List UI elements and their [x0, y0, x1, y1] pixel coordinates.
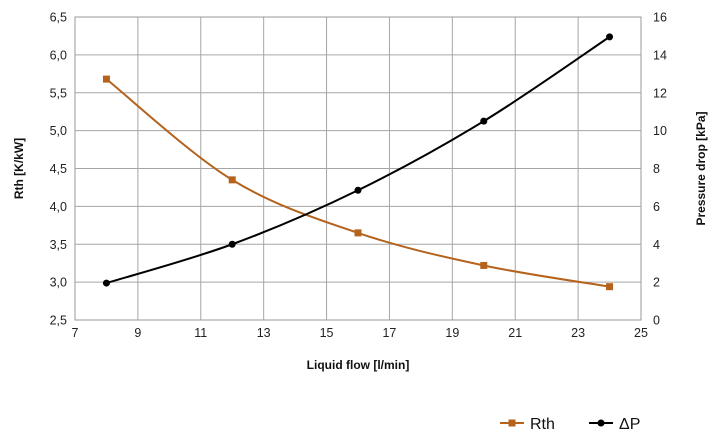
- series-dp-point: [480, 117, 488, 125]
- x-tick-label: 21: [508, 326, 522, 340]
- x-tick-label: 13: [257, 326, 271, 340]
- y-left-axis-title: Rth [K/kW]: [12, 138, 26, 199]
- series-rth-line: [105, 78, 610, 288]
- x-tick-label: 17: [382, 326, 396, 340]
- series-rth-point: [354, 229, 362, 237]
- series-dp-point: [228, 240, 236, 248]
- y-left-tick-label: 6,5: [50, 11, 67, 25]
- x-tick-labels: 7 9 11 13 15 17 19 21 23 25: [72, 326, 648, 340]
- y-left-tick-label: 4,5: [50, 162, 67, 176]
- y-right-tick-label: 10: [653, 124, 667, 138]
- x-tick-label: 9: [134, 326, 141, 340]
- legend: Rth ΔP: [500, 416, 640, 433]
- series-dp-line: [106, 36, 611, 285]
- y-right-axis-title: Pressure drop [kPa]: [694, 111, 708, 225]
- x-tick-label: 23: [571, 326, 585, 340]
- legend-item-dp: ΔP: [589, 416, 640, 433]
- y-left-tick-label: 3,0: [50, 276, 67, 290]
- x-tick-label: 11: [194, 326, 207, 340]
- plot-frame: [74, 16, 642, 321]
- y-right-tick-label: 2: [653, 276, 660, 290]
- y-left-tick-labels: 2,5 3,0 3,5 4,0 4,5 5,0 5,5 6,0 6,5: [50, 11, 67, 328]
- legend-rth-marker: [508, 419, 516, 427]
- y-right-tick-label: 16: [653, 11, 667, 25]
- y-left-tick-label: 6,0: [50, 48, 67, 62]
- series-dp: [102, 33, 614, 287]
- y-right-tick-label: 6: [653, 200, 660, 214]
- y-right-tick-label: 12: [653, 86, 667, 100]
- grid: [74, 16, 642, 321]
- y-right-tick-label: 0: [653, 314, 660, 328]
- y-right-tick-label: 8: [653, 162, 660, 176]
- x-tick-label: 15: [320, 326, 334, 340]
- series-rth-point: [102, 75, 110, 83]
- x-tick-label: 25: [634, 326, 648, 340]
- y-left-tick-label: 5,5: [50, 86, 67, 100]
- series-rth-point: [606, 283, 614, 291]
- x-tick-label: 7: [72, 326, 79, 340]
- series-dp-point: [102, 279, 110, 287]
- series-dp-point: [354, 186, 362, 194]
- x-tick-label: 19: [445, 326, 459, 340]
- x-axis-title: Liquid flow [l/min]: [307, 358, 410, 372]
- y-left-tick-label: 5,0: [50, 124, 67, 138]
- legend-dp-label: ΔP: [619, 416, 640, 433]
- y-left-tick-label: 3,5: [50, 238, 67, 252]
- y-right-tick-labels: 0 2 4 6 8 10 12 14 16: [653, 11, 667, 328]
- legend-dp-marker: [597, 419, 605, 427]
- legend-item-rth: Rth: [500, 416, 555, 433]
- y-left-tick-label: 4,0: [50, 200, 67, 214]
- y-right-tick-label: 14: [653, 48, 667, 62]
- y-right-tick-label: 4: [653, 238, 660, 252]
- y-left-tick-label: 2,5: [50, 314, 67, 328]
- series-rth: [102, 75, 614, 291]
- series-rth-point: [480, 261, 488, 269]
- series-layer: [102, 33, 614, 291]
- series-dp-point: [606, 33, 614, 41]
- legend-rth-label: Rth: [530, 416, 555, 433]
- series-rth-point: [228, 176, 236, 184]
